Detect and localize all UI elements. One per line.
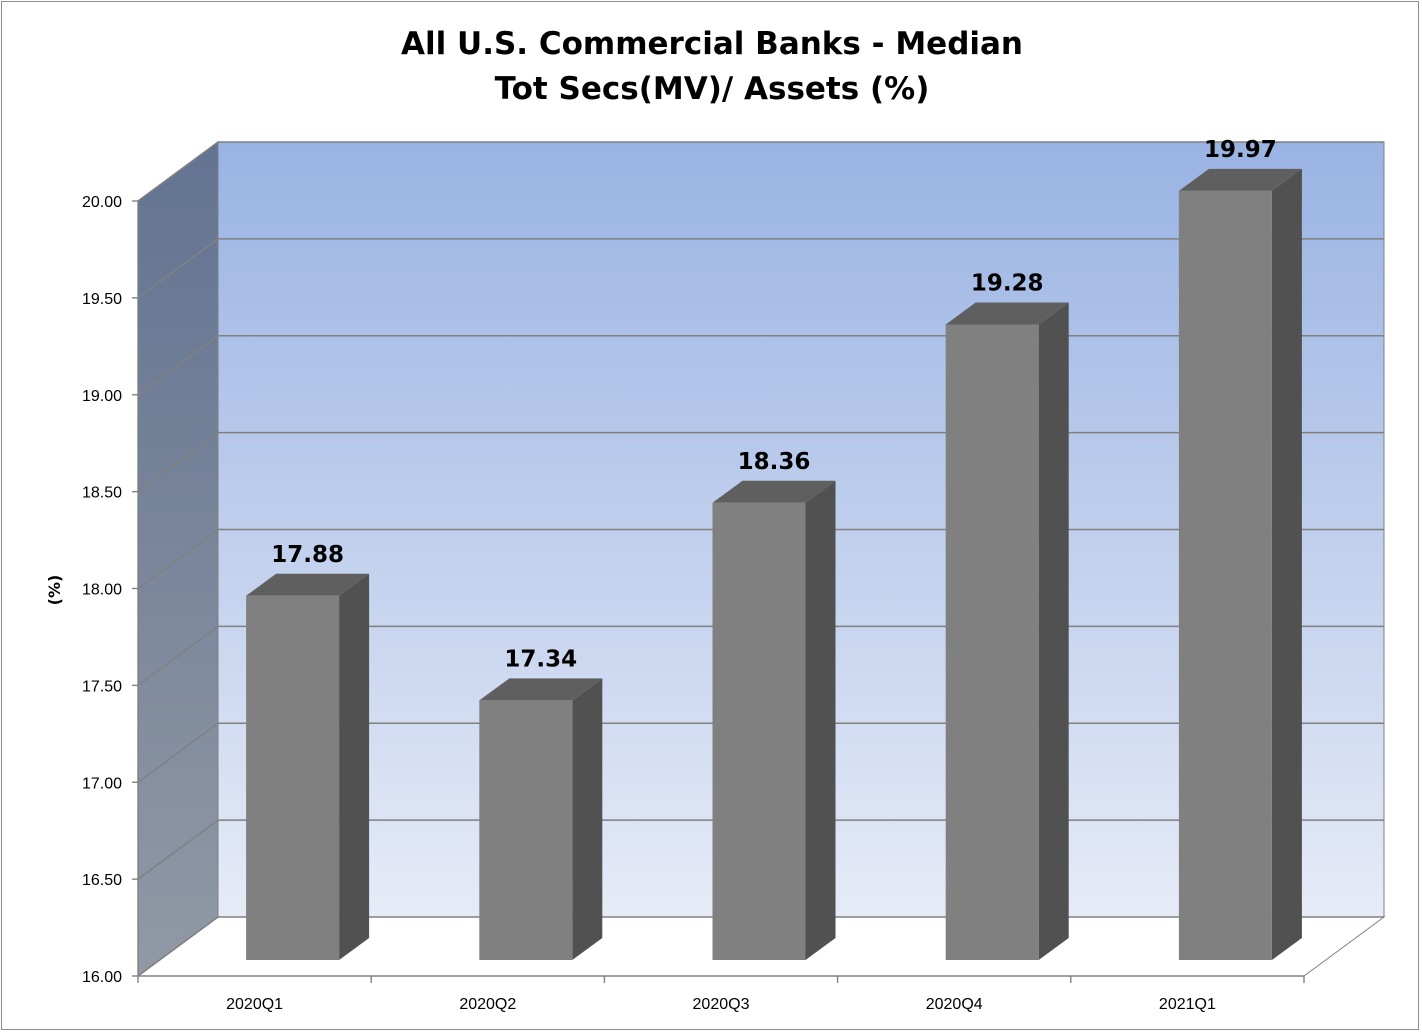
bars [246, 168, 1302, 960]
y-tick-label: 17.00 [82, 775, 122, 792]
axes: 16.00 16.50 17.00 17.50 18.00 18.50 19.00 19.50… [82, 194, 1305, 1013]
data-label: 18.36 [738, 449, 811, 475]
y-tick-label: 16.00 [82, 969, 122, 986]
gridline [137, 238, 1384, 299]
y-tick-label: 18.00 [82, 582, 122, 599]
chart-title-line-2: Tot Secs(MV)/ Assets (%) [495, 71, 930, 107]
bar-side [1271, 168, 1302, 960]
bar-side [805, 480, 836, 960]
data-label: 19.97 [1204, 137, 1277, 163]
bar-side [572, 678, 603, 960]
bar-2020Q4 [945, 302, 1069, 960]
data-label: 17.88 [271, 542, 344, 568]
bar-2020Q3 [712, 480, 836, 960]
bar-2021Q1 [1178, 168, 1302, 960]
y-tick-label: 17.50 [82, 678, 122, 695]
x-tick-label: 2021Q1 [1159, 996, 1216, 1013]
x-tick-label: 2020Q2 [459, 996, 516, 1013]
bar-top [712, 480, 836, 503]
bar [1178, 190, 1272, 960]
bar [479, 700, 573, 960]
x-tick-label: 2020Q1 [226, 996, 283, 1013]
bar-2020Q1 [246, 573, 370, 960]
bar-side [1038, 302, 1069, 960]
data-labels: 17.88 17.34 18.36 19.28 19.97 [271, 137, 1277, 673]
y-tick-label: 19.00 [82, 388, 122, 405]
y-tick-label: 18.50 [82, 485, 122, 502]
x-tick-label: 2020Q4 [926, 996, 983, 1013]
y-tick-label: 19.50 [82, 291, 122, 308]
bar-2020Q2 [479, 678, 603, 960]
bar-top [945, 302, 1069, 325]
data-label: 17.34 [504, 646, 577, 672]
bar-top [479, 678, 603, 701]
chart-title-line-1: All U.S. Commercial Banks - Median [401, 26, 1023, 62]
data-label: 19.28 [971, 271, 1044, 297]
y-axis-label: (%) [45, 575, 64, 606]
bar-top [246, 573, 370, 596]
bar-side [339, 573, 370, 960]
y-tick-label: 16.50 [82, 872, 122, 889]
bar [945, 324, 1039, 960]
bar [712, 502, 806, 960]
bar [246, 595, 340, 960]
gridline [137, 141, 1384, 202]
bar-top [1178, 168, 1302, 191]
y-tick-label: 20.00 [82, 194, 122, 211]
x-tick-label: 2020Q3 [693, 996, 750, 1013]
